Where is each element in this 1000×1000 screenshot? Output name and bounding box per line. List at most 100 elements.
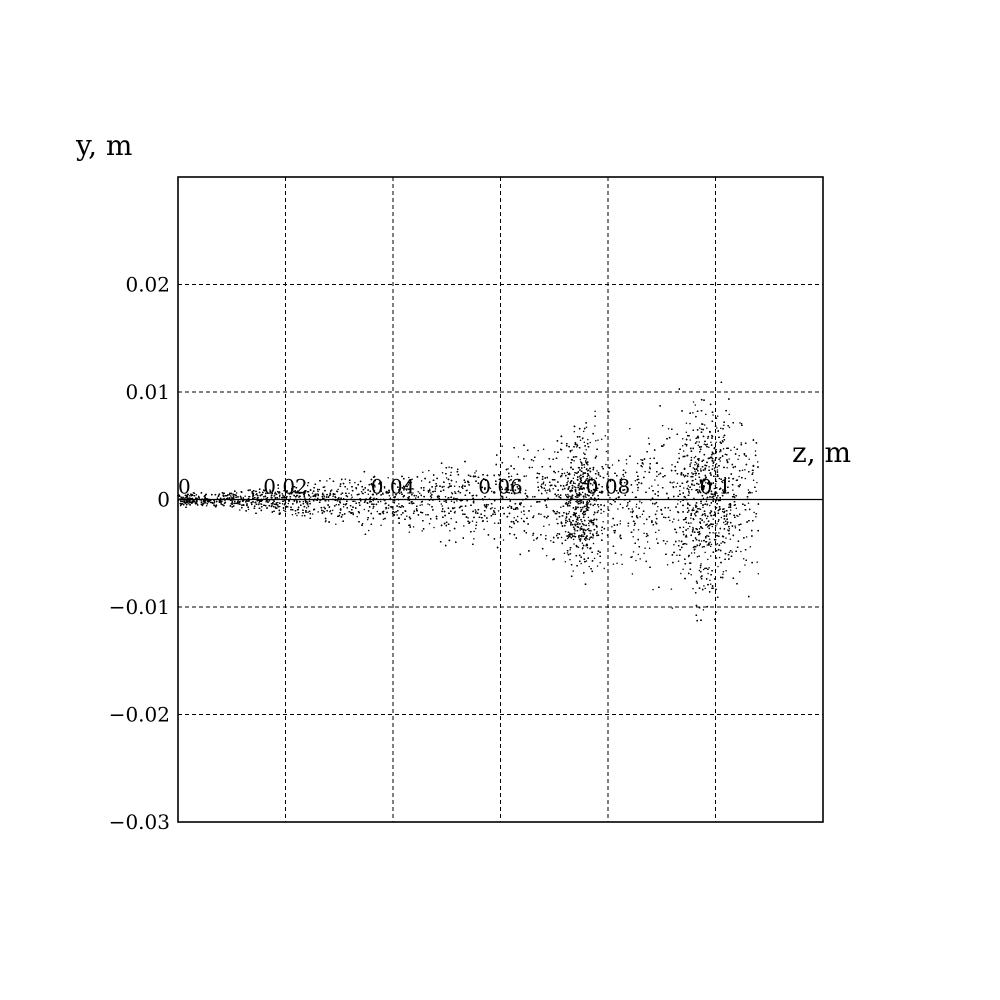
scatter-point [739,422,741,424]
scatter-point [593,557,596,560]
scatter-point [596,470,598,472]
scatter-point [590,530,592,532]
scatter-point [387,507,390,509]
scatter-point [706,427,708,429]
scatter-point [327,500,330,502]
scatter-point [700,563,702,565]
scatter-point [694,455,697,458]
scatter-point [577,546,580,549]
scatter-point [677,560,680,562]
scatter-point [270,496,272,498]
scatter-point [428,503,431,506]
scatter-point [695,462,698,465]
scatter-point [611,525,613,528]
scatter-point [609,497,611,499]
scatter-point [735,507,738,509]
scatter-point [604,435,607,437]
scatter-point [657,505,659,508]
scatter-point [740,442,742,444]
scatter-point [325,519,327,522]
scatter-point [689,463,691,465]
scatter-point [714,483,717,485]
scatter-point [297,506,300,509]
scatter-point [229,495,232,497]
scatter-point [667,427,670,430]
scatter-point [354,481,356,484]
scatter-point [572,477,575,480]
scatter-point [517,456,520,458]
scatter-point [445,477,448,479]
scatter-point [666,564,669,566]
scatter-point [302,500,305,503]
scatter-point [507,468,509,470]
scatter-point [706,534,708,537]
scatter-point [720,516,723,519]
scatter-point [291,487,293,490]
scatter-point [408,488,410,491]
scatter-point [709,579,711,581]
scatter-point [569,532,571,535]
scatter-point [444,495,447,498]
scatter-point [244,495,246,497]
scatter-point [629,427,631,430]
scatter-point [556,532,559,535]
scatter-point [737,515,739,518]
scatter-point [561,468,564,470]
scatter-point [458,485,461,488]
scatter-point [689,525,691,528]
scatter-point [301,514,303,517]
scatter-point [537,481,539,484]
scatter-point [605,463,607,466]
scatter-point [543,525,545,527]
scatter-point [636,462,639,465]
scatter-point [545,534,547,537]
scatter-point [456,500,458,502]
scatter-point [720,542,722,544]
scatter-point [382,510,385,513]
scatter-point [558,512,561,514]
scatter-point [554,451,556,453]
scatter-point [707,572,709,575]
scatter-point [684,542,686,545]
scatter-point [560,506,562,509]
scatter-point [585,560,588,562]
scatter-point [718,532,720,534]
scatter-point [639,501,641,503]
scatter-point [388,495,391,497]
scatter-point [649,457,651,460]
scatter-point [567,535,570,537]
scatter-point [647,437,650,439]
scatter-point [635,503,638,506]
scatter-point [734,525,736,527]
scatter-point [565,501,568,504]
scatter-point [643,523,645,525]
scatter-point [651,485,653,487]
scatter-point [586,538,588,540]
scatter-point [583,497,585,499]
scatter-point [569,495,571,498]
scatter-point [182,496,184,498]
scatter-point [704,567,706,570]
scatter-point [713,487,716,490]
scatter-point [301,491,304,494]
scatter-point [635,506,638,508]
scatter-point [716,543,719,545]
scatter-point [579,461,582,463]
scatter-point [692,401,695,403]
scatter-point [710,543,713,546]
scatter-point [694,478,697,481]
scatter-point [692,546,695,549]
scatter-point [330,489,333,491]
scatter-point [285,506,288,508]
scatter-point [682,487,685,489]
scatter-point [643,552,645,555]
scatter-point [592,537,594,539]
scatter-point [379,481,381,484]
scatter-point [741,469,744,471]
scatter-point [499,474,501,477]
scatter-point [716,415,719,417]
scatter-point [686,443,688,446]
scatter-point [433,526,435,529]
scatter-point [676,554,678,556]
scatter-point [566,471,569,474]
